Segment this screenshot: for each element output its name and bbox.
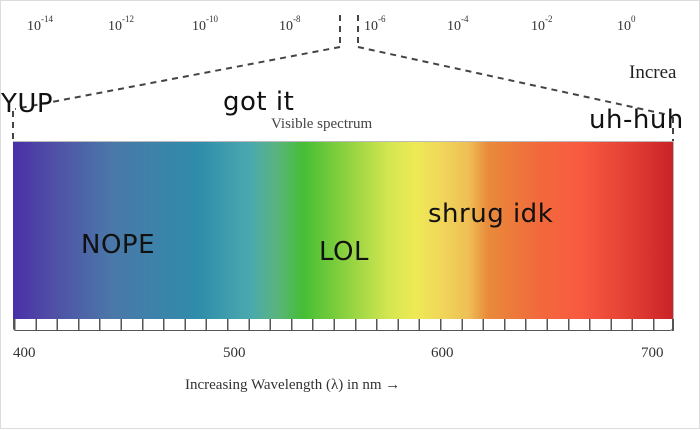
label-nope: NOPE — [81, 230, 156, 260]
scale-exponent: -12 — [122, 14, 134, 25]
label-got-it: got it — [223, 87, 295, 117]
scale-exponent: 0 — [631, 14, 636, 25]
scale-base: 10 — [364, 19, 378, 34]
label-uh-huh: uh-huh — [589, 105, 684, 135]
scale-base: 10 — [447, 19, 461, 34]
scale-label-1e-6: 10-6 — [364, 15, 386, 35]
scale-exponent: -8 — [293, 14, 301, 25]
label-shrug-idk: shrug idk — [428, 199, 554, 229]
scale-exponent: -14 — [41, 14, 53, 25]
axis-tick-700: 700 — [641, 345, 664, 361]
scale-base: 10 — [617, 19, 631, 34]
scale-label-1e-4: 10-4 — [447, 15, 469, 35]
scale-label-1e-10: 10-10 — [192, 15, 218, 35]
scale-base: 10 — [108, 19, 122, 34]
scale-exponent: -10 — [206, 14, 218, 25]
label-yup: YUP — [1, 89, 54, 119]
wavelength-tick-strip — [13, 319, 674, 331]
visible-spectrum-bar — [13, 141, 674, 320]
scale-base: 10 — [531, 19, 545, 34]
label-lol: LOL — [319, 237, 370, 267]
scale-exponent: -4 — [461, 14, 469, 25]
scale-label-1e0: 100 — [617, 15, 636, 35]
scale-label-1e-2: 10-2 — [531, 15, 553, 35]
scale-base: 10 — [279, 19, 293, 34]
scale-base: 10 — [192, 19, 206, 34]
scale-exponent: -2 — [545, 14, 553, 25]
wavelength-axis-caption: Increasing Wavelength (λ) in nm → — [185, 377, 401, 393]
scale-exponent: -6 — [378, 14, 386, 25]
increasing-energy-label-partial: Increa — [629, 62, 677, 83]
axis-tick-400: 400 — [13, 345, 36, 361]
scale-label-1e-8: 10-8 — [279, 15, 301, 35]
visible-spectrum-title: Visible spectrum — [271, 116, 373, 132]
axis-tick-500: 500 — [223, 345, 246, 361]
scale-label-1e-14: 10-14 — [27, 15, 53, 35]
scale-base: 10 — [27, 19, 41, 34]
scale-label-1e-12: 10-12 — [108, 15, 134, 35]
axis-tick-600: 600 — [431, 345, 454, 361]
